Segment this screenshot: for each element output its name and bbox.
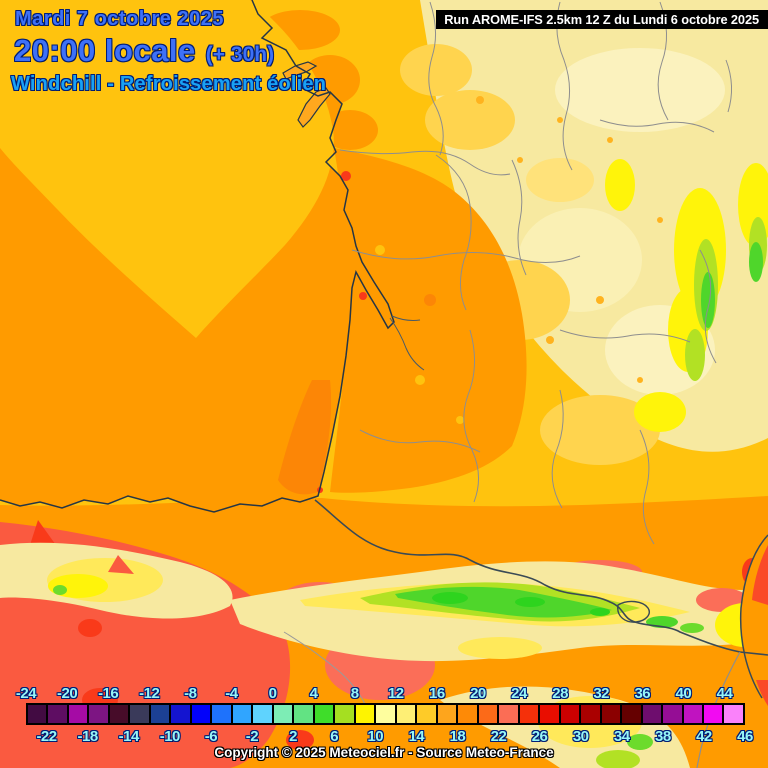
colorbar-cell: [292, 705, 313, 723]
colorbar-cell: [538, 705, 559, 723]
colorbar-tick-label: 12: [387, 685, 404, 702]
colorbar-tick-label: 20: [470, 685, 486, 702]
colorbar-tick-label: 0: [268, 685, 277, 702]
colorbar-cell: [599, 705, 621, 723]
colorbar-cell: [661, 705, 682, 723]
colorbar-cell: [497, 705, 518, 723]
colorbar-tick-label: 10: [367, 728, 384, 745]
colorbar-cell: [353, 705, 375, 723]
variable-title: Windchill - Refroissement éolien: [11, 73, 327, 95]
colorbar-tick-label: 30: [572, 728, 589, 745]
department-borders: [339, 1, 732, 545]
forecast-time: 20:00 locale: [14, 33, 196, 68]
colorbar-tick-label: -16: [98, 685, 119, 702]
coastline: [0, 0, 395, 513]
colorbar-cell: [107, 705, 129, 723]
colorbar-tick-label: -24: [15, 685, 37, 702]
colorbar-tick-label: -4: [225, 685, 238, 702]
colorbar-cell: [87, 705, 108, 723]
colorbar-cell: [271, 705, 293, 723]
colorbar-cell: [128, 705, 149, 723]
colorbar-cell: [312, 705, 334, 723]
colorbar-tick-label: 38: [654, 728, 671, 745]
colorbar-cell: [579, 705, 600, 723]
colorbar-tick-label: 42: [696, 728, 712, 745]
colorbar-tick-label: 22: [490, 728, 507, 745]
colorbar-tick-label: 36: [634, 685, 651, 702]
colorbar-cell: [148, 705, 170, 723]
colorbar-tick-label: 8: [350, 685, 359, 702]
colorbar-tick-label: 4: [309, 685, 318, 702]
colorbar-cell: [435, 705, 457, 723]
island-oleron: [297, 87, 331, 128]
colorbar-cell: [28, 705, 47, 723]
colorbar-tick-label: 44: [716, 685, 733, 702]
copyright-notice: Copyright © 2025 Meteociel.fr - Source M…: [214, 745, 554, 760]
colorbar-tick-label: 40: [675, 685, 692, 702]
france-spain-border: [314, 499, 768, 656]
colorbar-cell: [701, 705, 723, 723]
colorbar-cell: [722, 705, 743, 723]
forecast-time-row: 20:00 locale (+ 30h): [14, 33, 274, 69]
colorbar-cell: [517, 705, 539, 723]
colorbar-tick-label: -2: [245, 728, 259, 745]
colorbar-cell: [230, 705, 252, 723]
colorbar-tick-label: 16: [429, 685, 445, 702]
colorbar-tick-label: -22: [36, 728, 57, 745]
colorbar-cell: [210, 705, 231, 723]
temperature-colorbar: [26, 703, 745, 725]
colorbar-tick-label: 46: [737, 728, 753, 745]
colorbar-tick-label: 24: [511, 685, 527, 702]
colorbar-tick-label: -20: [56, 685, 78, 702]
colorbar-tick-label: -12: [139, 685, 160, 702]
colorbar-cell: [558, 705, 580, 723]
colorbar-tick-label: 6: [330, 728, 339, 745]
colorbar-cell: [640, 705, 662, 723]
colorbar-tick-label: 34: [613, 728, 630, 745]
andorra-border: [617, 600, 650, 623]
colorbar-cell: [169, 705, 190, 723]
model-run-info: Run AROME-IFS 2.5km 12 Z du Lundi 6 octo…: [436, 10, 768, 29]
colorbar-tick-label: 2: [289, 728, 297, 745]
colorbar-tick-label: 26: [531, 728, 548, 745]
colorbar-cell: [251, 705, 272, 723]
forecast-date: Mardi 7 octobre 2025: [15, 8, 224, 30]
colorbar-tick-label: -14: [118, 728, 140, 745]
colorbar-tick-label: -10: [159, 728, 181, 745]
colorbar-cell: [620, 705, 641, 723]
forecast-offset: (+ 30h): [205, 43, 275, 66]
colorbar-cell: [66, 705, 88, 723]
colorbar-cell: [476, 705, 498, 723]
colorbar-cell: [394, 705, 416, 723]
colorbar-cell: [333, 705, 354, 723]
colorbar-tick-label: 18: [449, 728, 466, 745]
colorbar-cell: [189, 705, 211, 723]
colorbar-tick-label: -8: [184, 685, 197, 702]
island-re: [282, 61, 318, 80]
colorbar-cell: [46, 705, 67, 723]
colorbar-tick-label: 28: [552, 685, 568, 702]
colorbar-cell: [374, 705, 395, 723]
colorbar-cell: [681, 705, 702, 723]
colorbar-tick-label: -18: [77, 728, 99, 745]
colorbar-tick-label: 14: [408, 728, 425, 745]
colorbar-tick-label: -6: [204, 728, 218, 745]
colorbar-cell: [456, 705, 477, 723]
colorbar-cell: [415, 705, 436, 723]
colorbar-tick-label: 32: [593, 685, 610, 702]
